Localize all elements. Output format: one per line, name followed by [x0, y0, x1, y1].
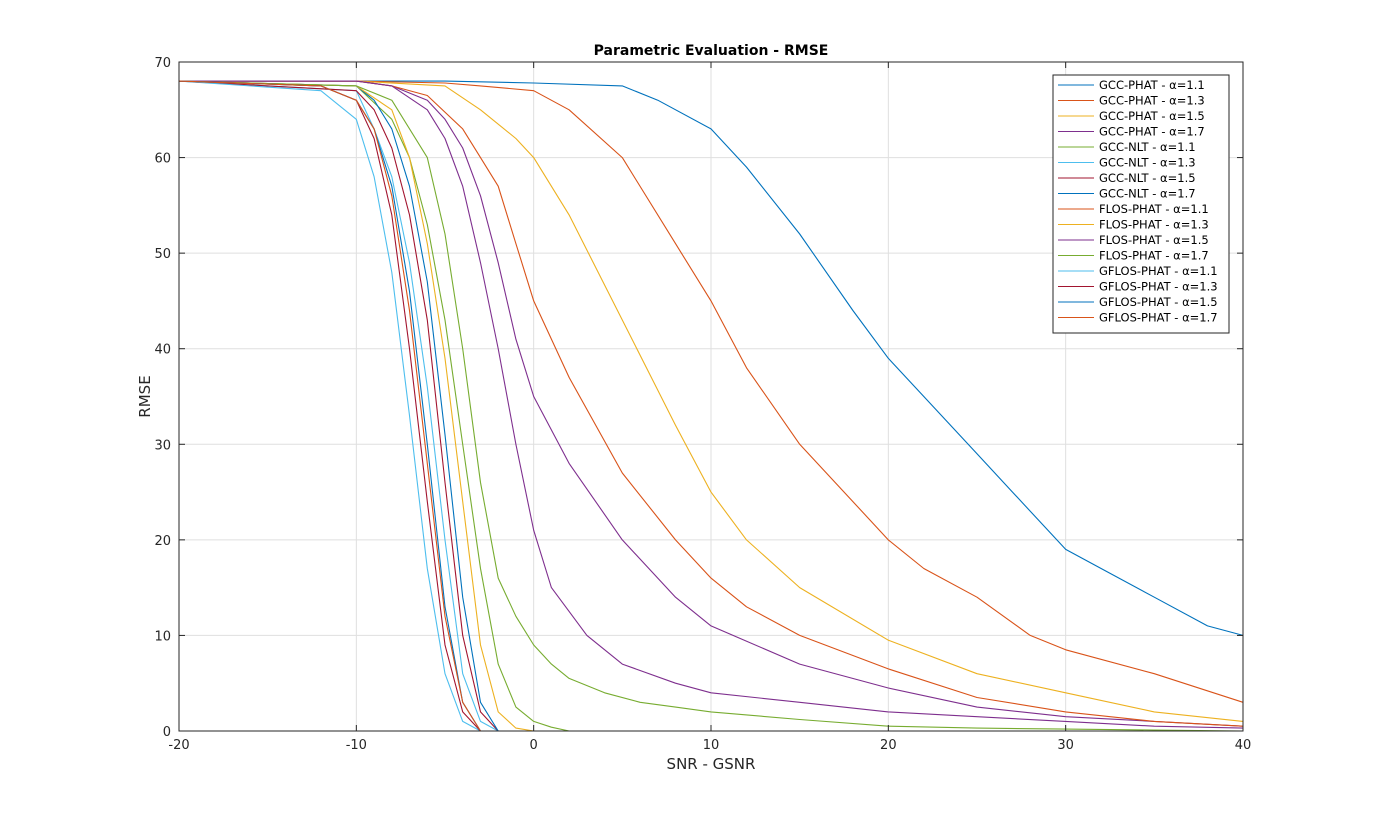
x-axis-label: SNR - GSNR [667, 755, 756, 773]
y-tick-label: 70 [154, 56, 171, 71]
y-tick-label: 20 [154, 534, 171, 549]
legend-entry: GFLOS-PHAT - α=1.1 [1099, 264, 1218, 278]
legend-entry: GFLOS-PHAT - α=1.5 [1099, 295, 1218, 309]
x-tick-label: 10 [703, 738, 720, 753]
axis-ticks: -20 -10 0 10 20 30 40 0 10 20 30 40 50 60 70 [154, 56, 1251, 753]
x-tick-label: 30 [1057, 738, 1074, 753]
legend-entry: GFLOS-PHAT - α=1.3 [1099, 280, 1218, 294]
y-tick-label: 60 [154, 152, 171, 167]
series-line-16 [178, 80, 499, 732]
legend-entry: GCC-PHAT - α=1.1 [1099, 78, 1205, 92]
series-line-10 [178, 80, 552, 732]
series-line-8 [178, 80, 516, 732]
y-tick-label: 0 [163, 725, 171, 740]
series-line-12 [178, 80, 1244, 732]
series-line-1 [179, 80, 1244, 636]
y-tick-label: 40 [154, 343, 171, 358]
legend-entry: GCC-NLT - α=1.3 [1099, 156, 1196, 170]
legend-entry: GCC-PHAT - α=1.7 [1099, 125, 1205, 139]
series-line-5 [178, 80, 587, 732]
series-line-9 [179, 80, 1244, 727]
series-line-3 [179, 80, 1244, 722]
x-tick-label: -10 [346, 738, 367, 753]
x-tick-label: 40 [1235, 738, 1252, 753]
y-tick-label: 50 [154, 247, 171, 262]
y-tick-label: 30 [154, 438, 171, 453]
legend-entry: GCC-NLT - α=1.1 [1099, 140, 1196, 154]
legend-entry: FLOS-PHAT - α=1.5 [1099, 233, 1209, 247]
y-tick-label: 10 [154, 629, 171, 644]
legend-entry: FLOS-PHAT - α=1.7 [1099, 249, 1209, 263]
legend-entry: GCC-PHAT - α=1.3 [1099, 94, 1205, 108]
x-tick-label: 20 [880, 738, 897, 753]
series-line-2 [179, 80, 1244, 703]
chart-title: Parametric Evaluation - RMSE [594, 43, 829, 59]
x-tick-label: -20 [168, 738, 189, 753]
series-layer [178, 80, 1244, 732]
legend-entry: GCC-NLT - α=1.5 [1099, 171, 1196, 185]
legend-entry: GFLOS-PHAT - α=1.7 [1099, 311, 1218, 325]
legend-box [1052, 74, 1230, 334]
series-line-7 [178, 80, 516, 732]
legend-entry: GCC-NLT - α=1.7 [1099, 187, 1196, 201]
legend-entry: GCC-PHAT - α=1.5 [1099, 109, 1205, 123]
series-line-11 [179, 80, 1244, 729]
y-axis-label: RMSE [136, 375, 154, 417]
series-line-6 [178, 80, 516, 732]
series-line-13 [178, 80, 499, 732]
legend-entry: FLOS-PHAT - α=1.3 [1099, 218, 1209, 232]
x-tick-label: 0 [530, 738, 538, 753]
legend-entry: FLOS-PHAT - α=1.1 [1099, 202, 1209, 216]
series-line-4 [179, 80, 1244, 727]
